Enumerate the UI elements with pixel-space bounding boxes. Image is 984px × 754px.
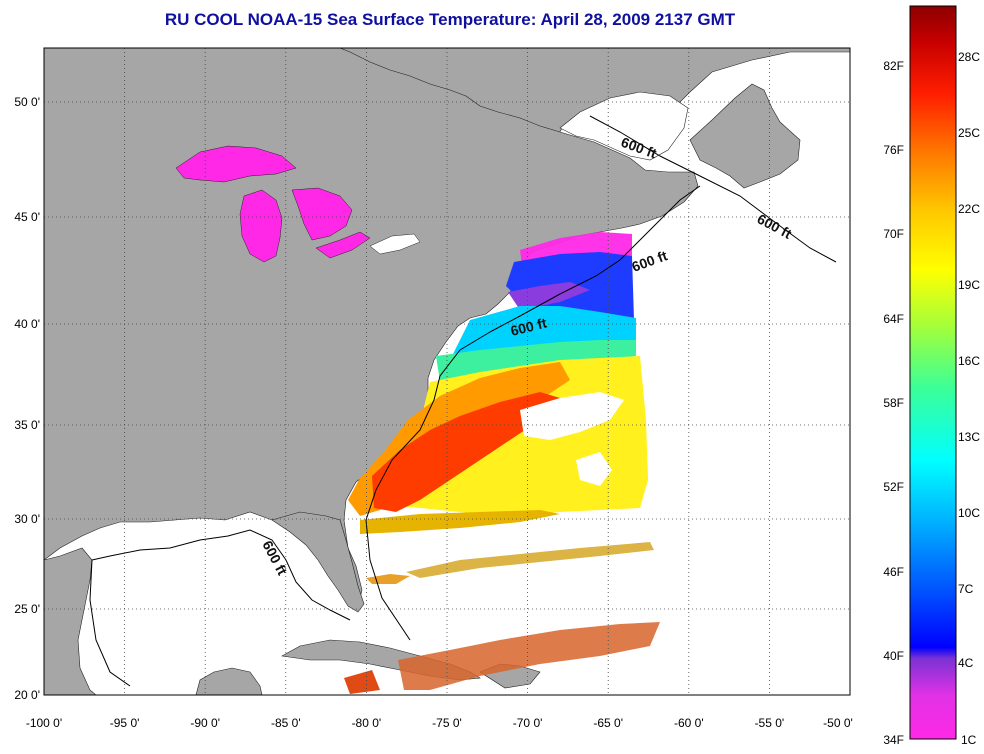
lake-michigan: [239, 189, 283, 263]
colorbar-f-label: 58F: [883, 396, 904, 410]
lon-tick-label: -95 0': [110, 716, 140, 730]
sst-streak-2: [406, 542, 654, 578]
colorbar-f-label: 70F: [883, 227, 904, 241]
lat-tick-label: 25 0': [14, 602, 40, 616]
colorbar-c-label: 22C: [958, 202, 980, 216]
sst-caribbean-mixed: [398, 622, 660, 690]
lat-tick-label: 50 0': [14, 95, 40, 109]
map-frame: [43, 47, 851, 696]
lat-tick-labels: 20 0' 25 0' 30 0' 35 0' 40 0' 45 0' 50 0…: [14, 95, 40, 702]
colorbar-f-label: 82F: [883, 59, 904, 73]
sst-cyan-zone: [452, 306, 636, 358]
sst-caribbean-red: [344, 670, 380, 694]
colorbar-c-label: 16C: [958, 354, 980, 368]
colorbar-c-label: 7C: [958, 582, 974, 596]
lon-tick-label: -65 0': [593, 716, 623, 730]
colorbar-f-label: 76F: [883, 143, 904, 157]
lake-erie: [315, 231, 371, 259]
sst-red-gulfstream: [372, 392, 560, 512]
colorbar-c-labels: 1C 4C 7C 10C 13C 16C 19C 22C 25C 28C: [958, 50, 980, 747]
colorbar-f-label: 40F: [883, 649, 904, 663]
colorbar-c-label: 1C: [961, 733, 977, 747]
colorbar-c-label: 13C: [958, 430, 980, 444]
land-gulf-coast: [44, 547, 97, 695]
isobath-600ft-northeast: [489, 115, 837, 333]
isobath-600ft-gulf: [89, 529, 351, 687]
lat-tick-label: 30 0': [14, 512, 40, 526]
lat-tick-label: 35 0': [14, 418, 40, 432]
lake-huron: [291, 187, 353, 241]
lon-tick-labels: -100 0' -95 0' -90 0' -85 0' -80 0' -75 …: [26, 716, 853, 730]
land-yucatan: [195, 667, 263, 695]
colorbar-c-label: 4C: [958, 656, 974, 670]
lat-tick-label: 40 0': [14, 317, 40, 331]
chart-title: RU COOL NOAA-15 Sea Surface Temperature:…: [164, 10, 736, 29]
colorbar: [909, 5, 957, 740]
colorbar-c-label: 19C: [958, 278, 980, 292]
colorbar-f-label: 34F: [883, 733, 904, 747]
lon-tick-label: -60 0': [674, 716, 704, 730]
colorbar-c-label: 28C: [958, 50, 980, 64]
lon-tick-label: -100 0': [26, 716, 62, 730]
lat-tick-label: 20 0': [14, 688, 40, 702]
colorbar-f-label: 46F: [883, 565, 904, 579]
land-florida: [271, 511, 365, 613]
lon-tick-label: -85 0': [271, 716, 301, 730]
lake-ontario: [369, 233, 421, 255]
sst-white-cloud: [520, 392, 624, 440]
colorbar-f-labels: 34F 40F 46F 52F 58F 64F 70F 76F 82F: [883, 59, 904, 747]
lon-tick-label: -55 0': [755, 716, 785, 730]
lon-tick-label: -50 0': [823, 716, 853, 730]
lon-tick-label: -80 0': [352, 716, 382, 730]
sst-streak-1: [360, 510, 560, 534]
isobath-600ft-southeast: [365, 331, 491, 641]
colorbar-f-label: 52F: [883, 480, 904, 494]
colorbar-c-label: 25C: [958, 126, 980, 140]
colorbar-c-label: 10C: [958, 506, 980, 520]
colorbar-f-label: 64F: [883, 312, 904, 326]
land-newfoundland: [689, 83, 801, 189]
lat-tick-label: 45 0': [14, 210, 40, 224]
gulf-st-lawrence: [559, 91, 689, 161]
sst-cloud-2: [576, 452, 612, 486]
lon-tick-label: -75 0': [432, 716, 462, 730]
lon-tick-label: -70 0': [513, 716, 543, 730]
lake-superior: [175, 145, 297, 183]
lon-tick-label: -90 0': [190, 716, 220, 730]
